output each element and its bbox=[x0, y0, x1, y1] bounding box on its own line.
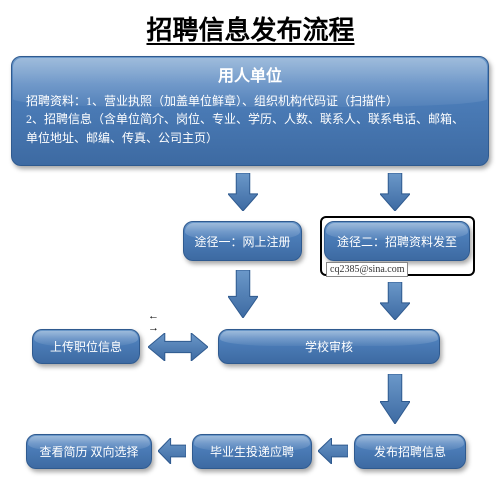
node-upload: 上传职位信息 bbox=[32, 329, 140, 364]
upload-label: 上传职位信息 bbox=[50, 338, 122, 355]
publish-label: 发布招聘信息 bbox=[374, 443, 446, 460]
page-title: 招聘信息发布流程 bbox=[0, 0, 501, 51]
node-publish: 发布招聘信息 bbox=[354, 434, 466, 469]
node-view: 查看简历 双向选择 bbox=[26, 434, 152, 469]
apply-label: 毕业生投递应聘 bbox=[210, 443, 294, 460]
node-employer: 用人单位 招聘资料：1、营业执照（加盖单位鲜章）、组织机构代码证（扫描件） 2、… bbox=[11, 56, 489, 166]
node-apply: 毕业生投递应聘 bbox=[192, 434, 312, 469]
employer-line1: 招聘资料：1、营业执照（加盖单位鲜章）、组织机构代码证（扫描件） bbox=[26, 92, 398, 111]
arrow-a4 bbox=[380, 282, 410, 320]
node-review: 学校审核 bbox=[218, 329, 440, 364]
arrow-a7 bbox=[318, 438, 348, 464]
node-path1-register: 途径一：网上注册 bbox=[183, 221, 302, 261]
employer-line3: 单位地址、邮编、传真、公司主页） bbox=[26, 129, 218, 148]
employer-header: 用人单位 bbox=[26, 65, 474, 90]
employer-line2: 2、招聘信息（含单位简介、岗位、专业、学历、人数、联系人、联系电话、邮箱、 bbox=[26, 110, 464, 129]
arrow-a3 bbox=[228, 270, 258, 318]
node-path2-email: 途径二：招聘资料发至 bbox=[324, 221, 470, 261]
view-label: 查看简历 双向选择 bbox=[39, 443, 138, 460]
arrow-a6 bbox=[380, 374, 410, 424]
marker-left: ← bbox=[148, 310, 159, 322]
arrow-a1 bbox=[228, 173, 258, 211]
email-box: cq2385@sina.com bbox=[326, 262, 408, 277]
markers-double: ← → bbox=[148, 310, 159, 334]
arrow-a8 bbox=[158, 438, 186, 464]
path1-label: 途径一：网上注册 bbox=[194, 233, 290, 250]
arrow-a5 bbox=[148, 333, 208, 361]
arrow-a2 bbox=[380, 173, 410, 211]
path2-label: 途径二：招聘资料发至 bbox=[337, 233, 457, 250]
review-label: 学校审核 bbox=[305, 338, 353, 355]
